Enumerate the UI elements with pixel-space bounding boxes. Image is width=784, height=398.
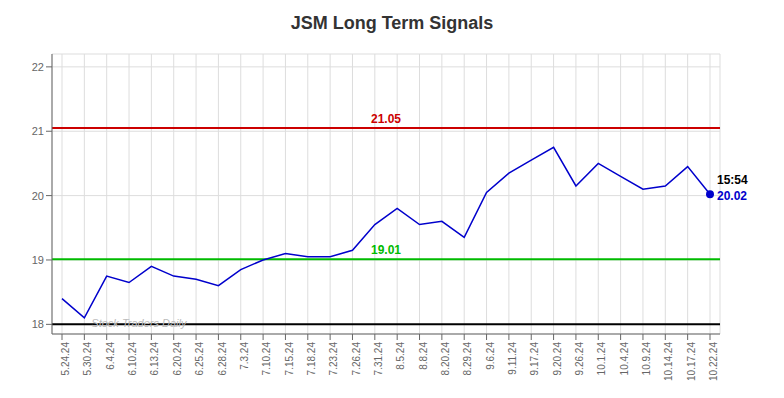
svg-text:20: 20 — [32, 190, 44, 202]
svg-text:19.01: 19.01 — [371, 243, 401, 257]
svg-text:8.5.24: 8.5.24 — [395, 342, 406, 370]
svg-text:9.17.24: 9.17.24 — [529, 342, 540, 376]
svg-text:Stock Traders Daily: Stock Traders Daily — [91, 317, 188, 329]
svg-text:9.26.24: 9.26.24 — [574, 342, 585, 376]
svg-text:6.20.24: 6.20.24 — [172, 342, 183, 376]
html-text:JSM Long Term Signals: JSM Long Term Signals — [290, 13, 494, 33]
svg-text:20.02: 20.02 — [717, 189, 747, 203]
svg-text:10.14.24: 10.14.24 — [663, 342, 674, 381]
svg-text:18: 18 — [32, 318, 44, 330]
svg-text:10.9.24: 10.9.24 — [641, 342, 652, 376]
svg-text:10.17.24: 10.17.24 — [686, 342, 697, 381]
svg-text:5.30.24: 5.30.24 — [82, 342, 93, 376]
svg-text:7.18.24: 7.18.24 — [306, 342, 317, 376]
svg-text:7.3.24: 7.3.24 — [239, 342, 250, 370]
svg-text:7.23.24: 7.23.24 — [328, 342, 339, 376]
svg-text:7.15.24: 7.15.24 — [284, 342, 295, 376]
svg-text:8.8.24: 8.8.24 — [418, 342, 429, 370]
svg-text:6.25.24: 6.25.24 — [194, 342, 205, 376]
svg-text:9.6.24: 9.6.24 — [485, 342, 496, 370]
svg-text:19: 19 — [32, 254, 44, 266]
svg-text:9.11.24: 9.11.24 — [507, 342, 518, 375]
svg-text:10.1.24: 10.1.24 — [596, 342, 607, 376]
svg-text:6.4.24: 6.4.24 — [105, 342, 116, 370]
svg-text:7.31.24: 7.31.24 — [373, 342, 384, 376]
svg-text:8.20.24: 8.20.24 — [440, 342, 451, 376]
svg-text:21.05: 21.05 — [371, 112, 401, 126]
svg-text:9.20.24: 9.20.24 — [552, 342, 563, 376]
svg-text:6.10.24: 6.10.24 — [127, 342, 138, 376]
svg-text:10.4.24: 10.4.24 — [619, 342, 630, 376]
svg-text:5.24.24: 5.24.24 — [60, 342, 71, 376]
svg-text:7.10.24: 7.10.24 — [261, 342, 272, 376]
svg-text:7.26.24: 7.26.24 — [351, 342, 362, 376]
svg-text:15:54: 15:54 — [717, 173, 748, 187]
svg-text:10.22.24: 10.22.24 — [708, 342, 719, 381]
svg-text:6.28.24: 6.28.24 — [217, 342, 228, 376]
svg-text:21: 21 — [32, 125, 44, 137]
svg-text:22: 22 — [32, 61, 44, 73]
svg-text:6.13.24: 6.13.24 — [149, 342, 160, 376]
svg-text:8.29.24: 8.29.24 — [462, 342, 473, 376]
